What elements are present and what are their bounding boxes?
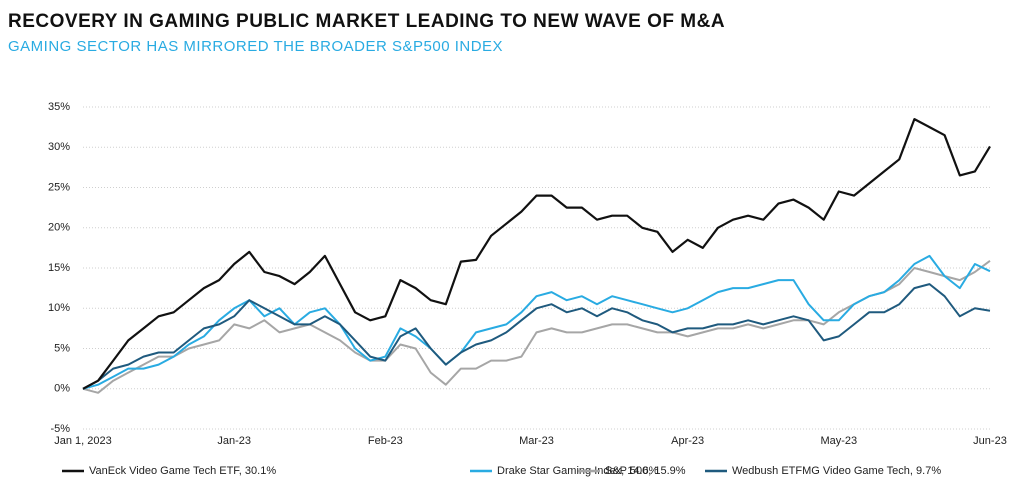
legend-label: Wedbush ETFMG Video Game Tech, 9.7% [732, 465, 941, 477]
legend-label: VanEck Video Game Tech ETF, 30.1% [89, 465, 276, 477]
chart-subtitle: GAMING SECTOR HAS MIRRORED THE BROADER S… [8, 38, 503, 55]
legend-label: S&P 500, 15.9% [605, 465, 686, 477]
chart-title: RECOVERY IN GAMING PUBLIC MARKET LEADING… [8, 11, 725, 32]
y-tick-label: 5% [54, 342, 70, 354]
legend-label: Drake Star Gaming Index, 14.6% [497, 465, 659, 477]
y-tick-label: 25% [48, 181, 70, 193]
y-tick-label: 35% [48, 101, 70, 113]
y-tick-label: 20% [48, 222, 70, 234]
y-tick-label: 15% [48, 262, 70, 274]
series-line [82, 118, 991, 390]
x-tick-label: Feb-23 [368, 435, 403, 447]
series-line [82, 254, 991, 390]
x-tick-label: May-23 [820, 435, 857, 447]
x-tick-label: Jan 1, 2023 [54, 435, 112, 447]
x-tick-label: Jan-23 [217, 435, 251, 447]
y-tick-label: 10% [48, 302, 70, 314]
series-line [82, 259, 991, 394]
series-line [82, 283, 991, 390]
x-tick-label: Apr-23 [671, 435, 704, 447]
x-tick-label: Jun-23 [973, 435, 1007, 447]
y-tick-label: 0% [54, 383, 70, 395]
y-tick-label: -5% [50, 423, 70, 435]
x-tick-label: Mar-23 [519, 435, 554, 447]
y-tick-label: 30% [48, 141, 70, 153]
